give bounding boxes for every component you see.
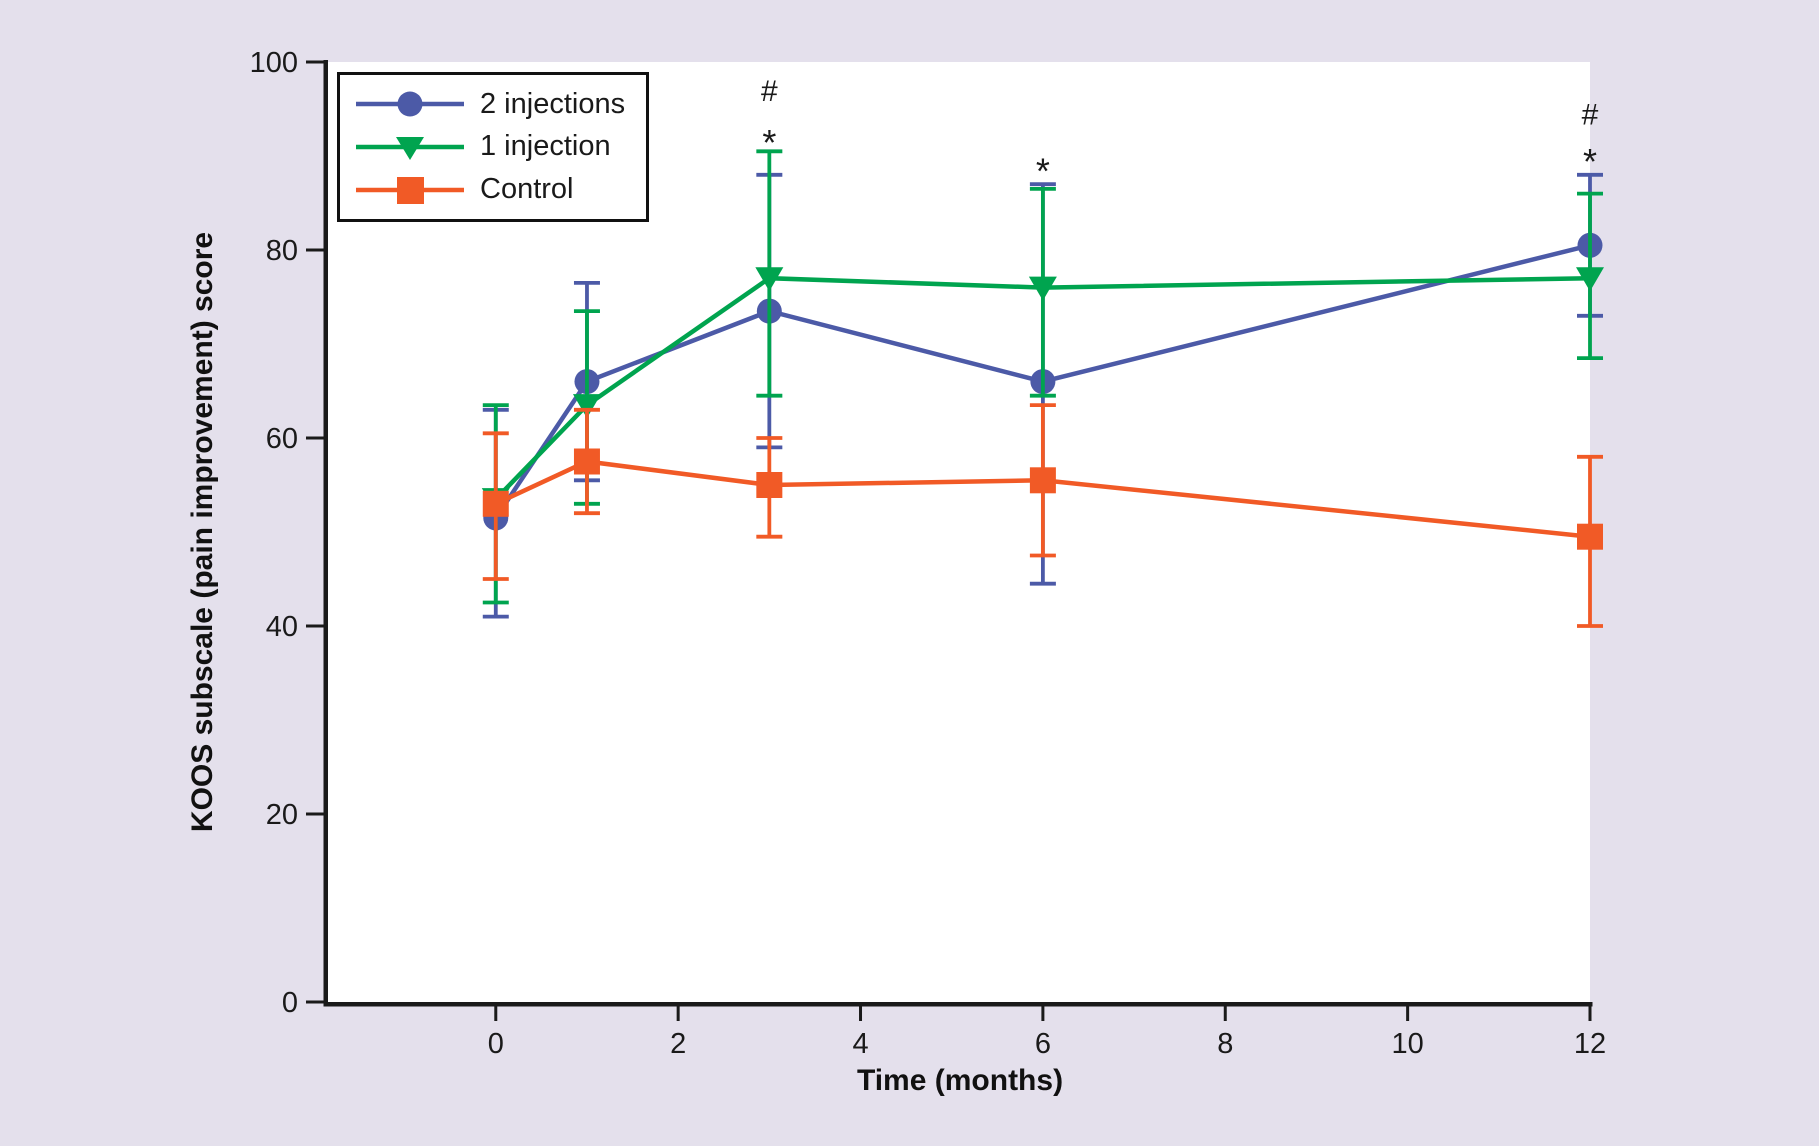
legend-item-control: Control [354,173,640,207]
svg-text:100: 100 [250,47,298,79]
svg-text:*: * [1583,141,1597,182]
legend-marker-circle-icon [356,91,464,117]
legend: 2 injections 1 injection Control [337,72,649,222]
svg-text:*: * [762,122,776,163]
svg-text:60: 60 [266,423,298,455]
legend-item-2-injections: 2 injections [354,87,640,121]
svg-text:20: 20 [266,799,298,831]
svg-text:4: 4 [852,1028,868,1060]
y-axis-title: KOOS subscale (pain improvement) score [186,231,219,833]
legend-label: 2 injections [480,87,626,120]
svg-text:0: 0 [282,987,298,1019]
legend-label: Control [480,173,574,206]
svg-text:0: 0 [488,1028,504,1060]
svg-text:2: 2 [670,1028,686,1060]
x-axis-title: Time (months) [856,1064,1064,1097]
svg-text:80: 80 [266,235,298,267]
legend-label: 1 injection [480,130,611,163]
svg-text:12: 12 [1574,1028,1606,1060]
svg-text:#: # [1582,99,1599,132]
legend-marker-triangle-down-icon [356,136,464,160]
svg-text:10: 10 [1391,1028,1423,1060]
svg-text:8: 8 [1217,1028,1233,1060]
legend-marker-square-icon [356,176,464,204]
svg-text:*: * [1036,150,1050,191]
svg-text:#: # [761,75,778,108]
legend-item-1-injection: 1 injection [354,130,640,164]
svg-text:40: 40 [266,611,298,643]
svg-text:6: 6 [1035,1028,1051,1060]
